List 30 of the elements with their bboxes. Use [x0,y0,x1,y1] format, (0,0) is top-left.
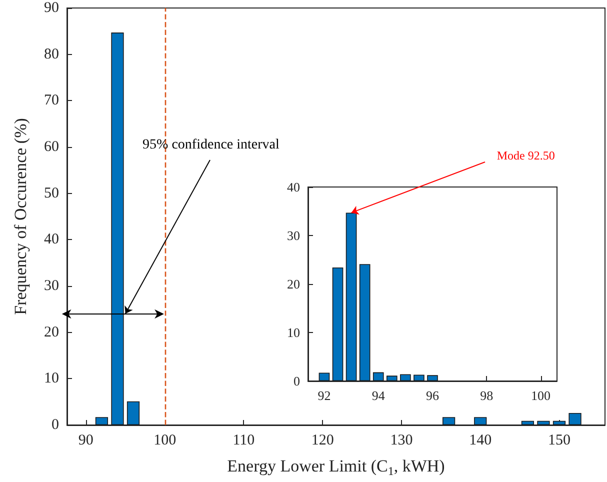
x-tick-label: 150 [548,432,570,448]
y-tick-label: 40 [287,180,300,194]
y-tick-label: 10 [287,325,300,340]
y-tick-label: 0 [52,417,59,433]
y-tick-label: 0 [294,374,300,388]
annotation: Mode 92.50 [496,148,555,162]
y-tick-label: 50 [44,185,59,202]
x-tick-label: 100 [531,388,551,403]
y-tick-label: 10 [44,370,59,387]
x-tick-label: 100 [154,432,176,448]
x-tick-label: 90 [78,432,94,448]
x-tick-label: 96 [426,388,440,403]
x-tick-label: 130 [390,432,413,448]
x-tick-label: 98 [480,388,494,403]
x-tick-label: 120 [311,432,334,448]
y-tick-label: 40 [44,232,59,248]
x-tick-label: 94 [372,388,386,403]
x-tick-label: 110 [232,432,255,448]
y-tick-label: 90 [44,0,59,16]
y-tick-label: 60 [44,139,59,155]
y-tick-label: 30 [44,278,59,294]
y-tick-label: 80 [44,46,59,62]
y-tick-label: 20 [44,324,59,340]
x-tick-label: 140 [469,432,492,448]
y-tick-label: 30 [287,228,300,243]
y-axis-title: Frequency of Occurence (%) [11,118,30,315]
y-tick-label: 20 [287,276,300,292]
annotation: 95% confidence interval [142,138,280,153]
y-tick-label: 70 [44,92,59,109]
x-tick-label: 92 [318,388,331,403]
